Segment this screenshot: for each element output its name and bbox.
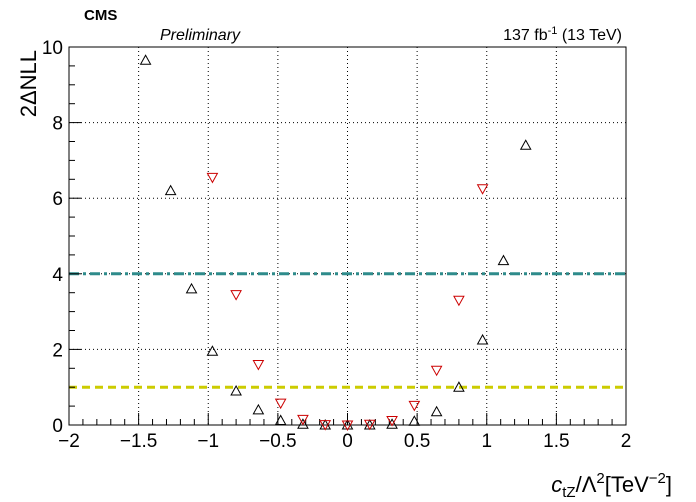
x-title-lambda: /Λ [576, 472, 597, 497]
status-label: Preliminary [160, 27, 241, 44]
data-point-down [430, 365, 443, 377]
data-point-up [185, 282, 198, 294]
x-axis-title: ctZ/Λ2[TeV−2] [551, 470, 672, 501]
data-point-down [363, 419, 376, 431]
y-tick-label: 2 [52, 340, 63, 361]
x-tick-label: 0.5 [404, 431, 430, 452]
y-tick-label: 10 [42, 38, 63, 59]
x-tick-label: −0.5 [259, 431, 297, 452]
x-tick-label: 1.5 [543, 431, 569, 452]
data-point-up [164, 184, 177, 196]
data-point-up [453, 381, 465, 392]
energy-label: (13 TeV) [557, 27, 622, 44]
x-tick-label: −2 [58, 431, 80, 452]
x-tick-label: 1 [481, 431, 492, 452]
data-point-down [206, 172, 219, 184]
grid-lines [69, 47, 626, 425]
y-tick-labels: 0 2 4 6 8 10 [42, 38, 64, 437]
x-tick-label: 2 [621, 431, 632, 452]
data-point-down [408, 400, 421, 412]
y-tick-label: 0 [52, 416, 63, 437]
data-point-down [230, 290, 242, 301]
data-point-up [297, 418, 309, 429]
data-point-down [274, 398, 287, 410]
data-point-up [206, 345, 219, 356]
data-point-up [252, 403, 265, 415]
lumi-value: 137 fb [503, 27, 548, 44]
data-point-down [252, 360, 265, 371]
y-axis-title: 2ΔNLL [16, 50, 41, 117]
x-tick-label: −1.5 [120, 431, 158, 452]
data-point-up [139, 54, 152, 65]
data-point-down [386, 415, 398, 427]
y-tick-label: 8 [52, 114, 63, 135]
data-point-up [408, 415, 421, 426]
data-point-down [297, 414, 309, 426]
x-title-unit-exp: −2 [649, 470, 666, 487]
luminosity-label: 137 fb-1 (13 TeV) [503, 25, 622, 44]
data-point-up [497, 254, 510, 266]
x-tick-label: 0 [342, 431, 353, 452]
data-point-down [319, 420, 332, 431]
x-title-sub: tZ [562, 484, 575, 501]
data-point-up [230, 384, 242, 396]
x-title-sup: 2 [596, 470, 604, 487]
x-title-close: ] [666, 472, 672, 497]
x-title-unit: [TeV [605, 472, 649, 497]
data-point-up [476, 333, 489, 345]
y-tick-label: 6 [52, 189, 63, 210]
x-title-coef: c [551, 472, 562, 497]
reference-lines [69, 272, 626, 389]
lumi-exponent: -1 [548, 25, 558, 37]
data-point-up [430, 405, 443, 417]
data-point-down [476, 184, 489, 195]
experiment-label: CMS [84, 7, 117, 24]
x-tick-label: −1 [197, 431, 219, 452]
x-tick-labels: −2 −1.5 −1 −0.5 0 0.5 1 1.5 2 [58, 431, 631, 452]
data-point-up [519, 139, 532, 150]
data-markers [139, 54, 532, 432]
data-point-up [386, 418, 398, 429]
data-point-down [453, 295, 465, 307]
data-point-up [274, 414, 287, 425]
data-point-down [341, 420, 354, 432]
y-tick-label: 4 [52, 265, 63, 286]
